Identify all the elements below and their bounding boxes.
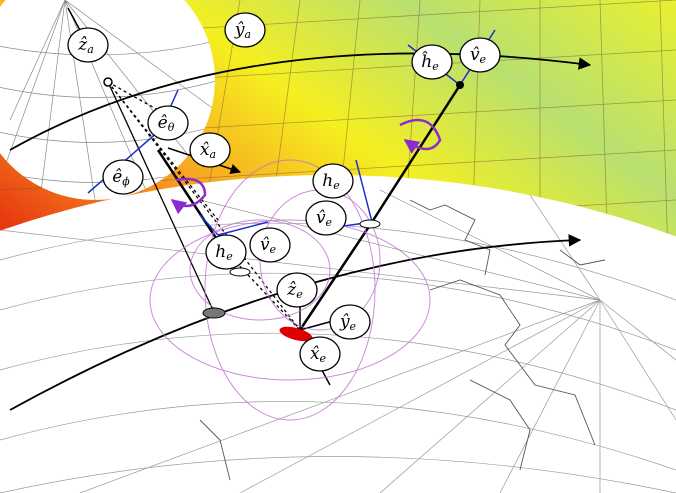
label-subscript: a xyxy=(87,43,94,56)
label-symbol: v̂ xyxy=(260,235,270,255)
vector-label: êϕ xyxy=(103,160,143,194)
label-symbol: ŷ xyxy=(339,312,350,332)
vector-label: v̂e xyxy=(250,228,290,262)
label-subscript: e xyxy=(432,60,439,73)
vector-label: ĥe xyxy=(412,45,452,79)
vector-label: êθ xyxy=(148,106,188,140)
label-subscript: e xyxy=(296,288,303,301)
vector-label: ẑe xyxy=(277,273,317,307)
label-subscript: e xyxy=(226,250,233,263)
label-symbol: h xyxy=(322,171,333,191)
label-symbol: x̂ xyxy=(310,344,320,364)
vector-label: v̂e xyxy=(306,201,346,235)
vector-label: x̂e xyxy=(300,337,340,371)
label-subscript: e xyxy=(350,320,357,333)
label-symbol: x̂ xyxy=(200,140,210,160)
label-subscript: e xyxy=(326,216,333,229)
label-symbol: h xyxy=(215,242,226,262)
label-subscript: a xyxy=(245,28,252,41)
label-subscript: a xyxy=(210,148,217,161)
label-subscript: e xyxy=(270,243,277,256)
label-subscript: e xyxy=(333,179,340,192)
vector-label: he xyxy=(206,235,246,269)
vector-label: ŷe xyxy=(330,305,370,339)
label-symbol: ê xyxy=(158,113,168,133)
label-subscript: θ xyxy=(168,121,175,134)
label-symbol: ê xyxy=(112,167,122,187)
vector-label: ẑa xyxy=(68,28,108,62)
label-subscript: e xyxy=(320,352,327,365)
label-subscript: ϕ xyxy=(122,175,130,188)
label-subscript: e xyxy=(480,53,487,66)
vector-label: v̂e xyxy=(460,38,500,72)
vector-label: ŷa xyxy=(225,13,265,47)
label-symbol: v̂ xyxy=(316,208,326,228)
label-symbol: ĥ xyxy=(421,51,432,72)
vector-label: he xyxy=(313,164,353,198)
vector-label: x̂a xyxy=(190,133,230,167)
diagram: ẑaŷaĥev̂eêθx̂aêϕhev̂ehev̂eẑeŷex̂e xyxy=(0,0,676,493)
label-symbol: ŷ xyxy=(234,20,245,40)
label-symbol: v̂ xyxy=(470,45,480,65)
